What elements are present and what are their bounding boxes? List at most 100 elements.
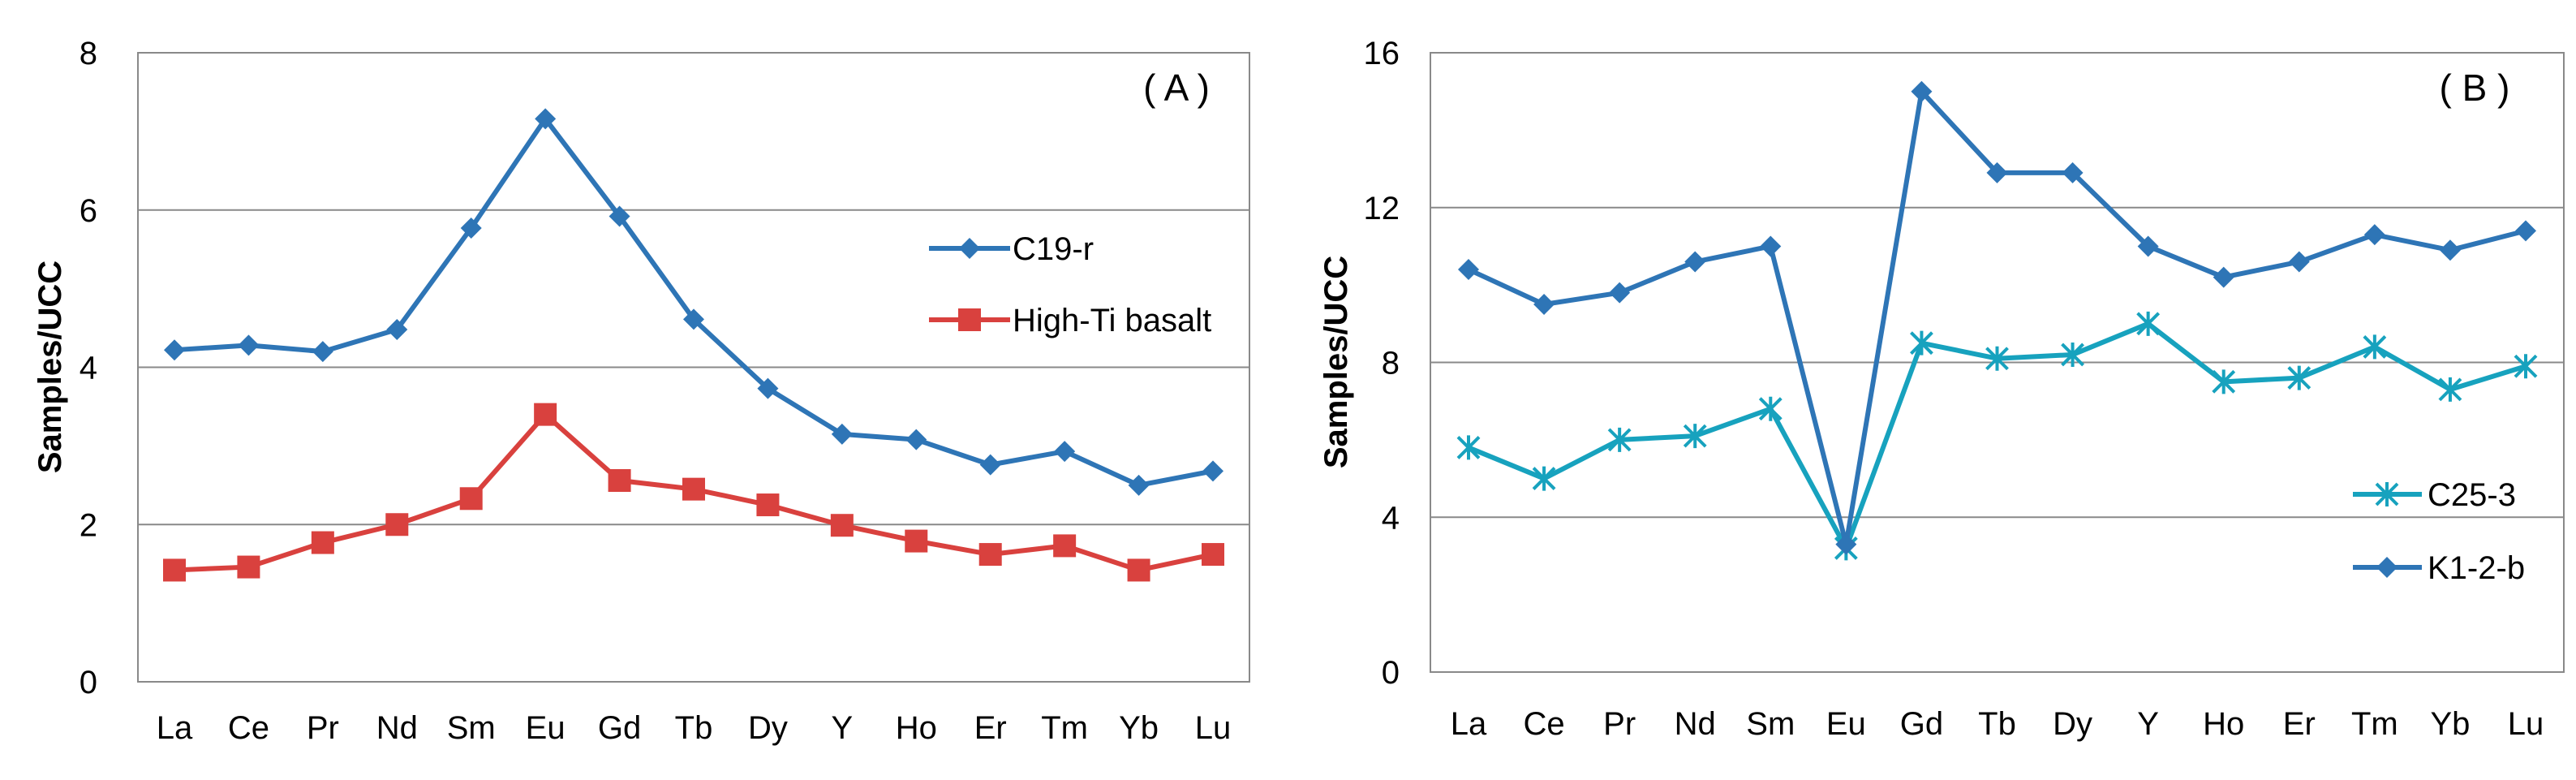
panel-a-y-tick-label: 4: [80, 351, 97, 386]
panel-b-y-tick-label: 0: [1382, 655, 1400, 691]
data-point-k1-2-b: [1684, 252, 1705, 273]
legend-label-c19-r: C19-r: [1013, 231, 1094, 267]
data-point-c19-r: [1202, 460, 1223, 481]
panel-a-x-tick-label: Y: [832, 710, 854, 746]
legend-label-k1-2-b: K1-2-b: [2428, 550, 2525, 586]
legend-entry-c19-r: C19-r: [929, 231, 1094, 267]
panel-a-x-tick-label: Tb: [675, 710, 713, 746]
panel-b-x-tick-label: Tm: [2351, 706, 2398, 742]
data-point-k1-2-b: [2289, 252, 2310, 273]
panel-a-y-tick-label: 8: [80, 36, 97, 71]
panel-b-x-tick-label: Dy: [2053, 706, 2092, 742]
panel-b-x-tick-label: Pr: [1603, 706, 1636, 742]
data-point-high-ti-basalt: [756, 493, 779, 516]
legend-swatch-k1-2-b-marker: [2376, 557, 2398, 578]
panel-a-x-tick-label: Pr: [307, 710, 339, 746]
data-point-c19-r: [1054, 441, 1075, 462]
data-point-c19-r: [312, 341, 333, 362]
data-point-high-ti-basalt: [1128, 558, 1150, 581]
data-point-c25-3: [1458, 435, 1479, 459]
panel-a-y-tick-label: 0: [80, 665, 97, 700]
series-line-k1-2-b: [1469, 92, 2526, 545]
data-point-k1-2-b: [2213, 267, 2234, 288]
data-point-k1-2-b: [1458, 259, 1479, 280]
panel-a-x-tick-label: Yb: [1119, 710, 1159, 746]
data-point-high-ti-basalt: [905, 530, 927, 553]
panel-b-x-tick-label: La: [1451, 706, 1487, 742]
data-point-high-ti-basalt: [979, 543, 1002, 566]
panel-b-x-tick-label: Ce: [1524, 706, 1565, 742]
panel-a-legend: C19-r High-Ti basalt: [929, 231, 1211, 338]
panel-b-x-tick-label: Er: [2283, 706, 2316, 742]
data-point-c25-3: [2138, 312, 2159, 336]
panel-b-y-tick-labels: 0 4 8 12 16: [1364, 36, 1400, 691]
data-point-high-ti-basalt: [1053, 534, 1076, 557]
data-point-c19-r: [164, 339, 185, 360]
data-point-k1-2-b: [1760, 235, 1781, 256]
panel-b-x-tick-label: Lu: [2508, 706, 2544, 742]
panel-b-y-tick-label: 4: [1382, 500, 1400, 536]
panel-b-x-tick-label: Sm: [1746, 706, 1795, 742]
data-point-c19-r: [905, 429, 927, 450]
data-point-high-ti-basalt: [460, 487, 483, 510]
figure: 0 2 4 6 8 La Ce Pr Nd Sm Eu Gd Tb Dy Y Ho Er Tm Yb Lu Samp…: [0, 0, 2576, 776]
data-point-c25-3: [1533, 467, 1555, 491]
data-point-c25-3: [1760, 397, 1781, 421]
data-point-high-ti-basalt: [534, 403, 557, 426]
series-c25-3: [1458, 312, 2536, 561]
data-point-high-ti-basalt: [1202, 543, 1224, 566]
panel-b-x-tick-label: Y: [2137, 706, 2159, 742]
panel-a-x-tick-label: Eu: [526, 710, 566, 746]
panel-b-y-tick-label: 16: [1364, 36, 1400, 71]
panel-a-x-tick-labels: La Ce Pr Nd Sm Eu Gd Tb Dy Y Ho Er Tm Yb Lu: [157, 710, 1232, 746]
panel-b-x-tick-label: Nd: [1675, 706, 1716, 742]
data-point-high-ti-basalt: [163, 558, 186, 581]
panel-a-y-tick-label: 6: [80, 193, 97, 229]
data-point-k1-2-b: [2364, 224, 2385, 245]
panel-a-x-tick-label: Lu: [1195, 710, 1232, 746]
panel-a-x-tick-label: Ce: [228, 710, 269, 746]
panel-b-x-tick-label: Ho: [2203, 706, 2244, 742]
panel-a-x-tick-label: Tm: [1041, 710, 1088, 746]
panel-a-y-tick-labels: 0 2 4 6 8: [80, 36, 97, 700]
data-point-c19-r: [1129, 475, 1150, 496]
panel-b-y-axis-label: Samples/UCC: [1318, 256, 1354, 468]
data-point-high-ti-basalt: [831, 514, 854, 537]
legend-entry-c25-3: C25-3: [2353, 477, 2516, 513]
data-point-k1-2-b: [1609, 282, 1630, 304]
panel-a-label: ( A ): [1143, 67, 1210, 109]
panel-a-x-tick-label: Nd: [376, 710, 418, 746]
panel-b-label: ( B ): [2440, 67, 2510, 109]
data-point-high-ti-basalt: [237, 556, 260, 579]
data-point-k1-2-b: [1533, 294, 1555, 315]
panel-b: 0 4 8 12 16 La Ce Pr Nd Sm Eu Gd Tb Dy Y Ho Er Tm Yb Lu Sa…: [1318, 36, 2564, 742]
panel-b-legend: C25-3 K1-2-b: [2353, 477, 2525, 586]
panel-a-x-tick-label: La: [157, 710, 193, 746]
panel-b-x-tick-labels: La Ce Pr Nd Sm Eu Gd Tb Dy Y Ho Er Tm Yb Lu: [1451, 706, 2544, 742]
legend-entry-high-ti-basalt: High-Ti basalt: [929, 303, 1211, 338]
legend-swatch-c19-r-marker: [959, 238, 980, 259]
legend-label-high-ti-basalt: High-Ti basalt: [1013, 303, 1211, 338]
series-high-ti-basalt: [163, 403, 1224, 582]
data-point-c25-3: [2364, 334, 2385, 359]
panel-b-x-tick-label: Eu: [1826, 706, 1866, 742]
data-point-high-ti-basalt: [682, 478, 705, 501]
data-point-k1-2-b: [2515, 220, 2536, 241]
series-k1-2-b: [1458, 81, 2536, 555]
data-point-c19-r: [980, 455, 1001, 476]
panel-a-y-axis-label: Samples/UCC: [32, 261, 68, 473]
legend-swatch-high-ti-basalt-marker: [958, 308, 981, 331]
panel-a-y-tick-label: 2: [80, 507, 97, 543]
data-point-high-ti-basalt: [312, 532, 334, 554]
panel-b-y-tick-label: 8: [1382, 346, 1400, 381]
data-point-c19-r: [238, 334, 259, 356]
panel-b-x-tick-label: Yb: [2430, 706, 2470, 742]
panel-a-x-tick-label: Ho: [896, 710, 937, 746]
data-point-k1-2-b: [2440, 239, 2461, 261]
data-point-high-ti-basalt: [609, 469, 631, 492]
panel-a-x-tick-label: Er: [974, 710, 1007, 746]
panel-a-x-tick-label: Gd: [598, 710, 641, 746]
panel-b-x-tick-label: Gd: [1900, 706, 1943, 742]
panel-b-series: [1458, 81, 2536, 561]
panel-a-x-tick-label: Sm: [447, 710, 496, 746]
